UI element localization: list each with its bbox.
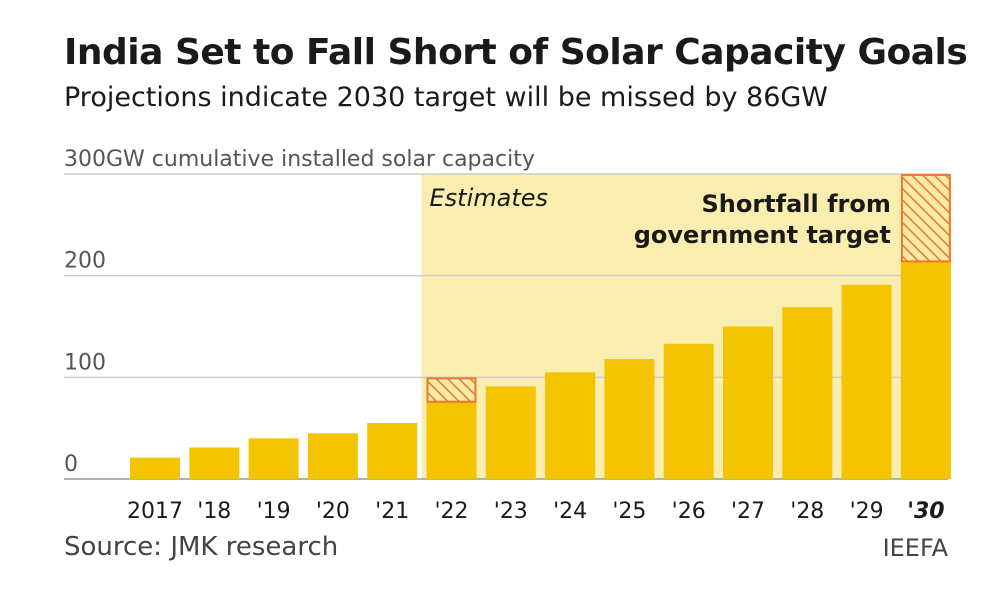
shortfall-segment — [426, 377, 477, 403]
shortfall-label-line1: Shortfall from — [702, 190, 891, 218]
bar — [130, 457, 180, 479]
bar — [841, 284, 892, 479]
bar — [900, 261, 951, 479]
y-tick-label: 0 — [64, 452, 78, 477]
estimates-label: Estimates — [430, 184, 549, 212]
x-tick-label: '24 — [553, 499, 587, 524]
bar — [782, 307, 833, 479]
shortfall-segment — [900, 174, 951, 263]
bar — [367, 423, 418, 479]
y-axis-label: 300GW cumulative installed solar capacit… — [64, 147, 535, 172]
x-tick-label: '30 — [907, 499, 944, 524]
x-tick-label: '19 — [257, 499, 291, 524]
bar — [663, 343, 714, 479]
bar — [248, 438, 299, 479]
bar — [307, 433, 358, 479]
source-note: Source: JMK research — [64, 532, 339, 562]
bar — [723, 326, 773, 479]
bar — [189, 447, 240, 479]
x-tick-label: '29 — [850, 499, 884, 524]
x-tick-label: '21 — [375, 499, 409, 524]
x-tick-label: '26 — [672, 499, 706, 524]
x-tick-label: '25 — [612, 499, 646, 524]
chart-subtitle: Projections indicate 2030 target will be… — [64, 82, 829, 113]
credit-note: IEEFA — [882, 534, 948, 562]
x-tick-label: '20 — [316, 499, 350, 524]
x-tick-label: 2017 — [127, 499, 183, 524]
x-tick-label: '22 — [434, 499, 468, 524]
bar — [545, 372, 596, 479]
bar — [426, 401, 477, 479]
x-tick-label: '28 — [790, 499, 824, 524]
bar — [485, 386, 536, 479]
x-tick-label: '18 — [197, 499, 231, 524]
x-tick-label: '23 — [494, 499, 528, 524]
y-tick-label: 200 — [64, 249, 106, 274]
chart-title: India Set to Fall Short of Solar Capacit… — [64, 32, 968, 73]
shortfall-label-line2: government target — [634, 221, 891, 249]
x-tick-label: '27 — [731, 499, 765, 524]
y-tick-label: 100 — [64, 350, 106, 375]
bar — [604, 359, 655, 479]
